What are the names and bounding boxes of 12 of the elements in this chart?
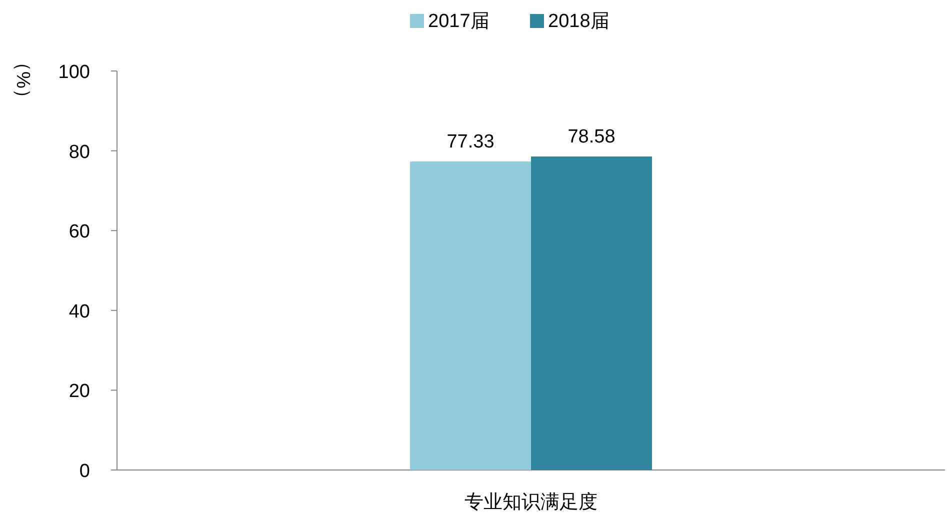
y-tick-label: 100 (58, 62, 90, 83)
y-tick-label: 80 (68, 142, 90, 163)
y-tick-label: 40 (68, 301, 90, 322)
x-tick-label: 专业知识满足度 (464, 491, 598, 513)
y-tick-label: 60 (68, 222, 90, 243)
legend-label: 2018届 (548, 11, 610, 32)
legend-label: 2017届 (428, 11, 490, 32)
data-label: 77.33 (446, 131, 494, 152)
y-tick-label: 20 (68, 381, 90, 402)
y-tick-label: 0 (79, 461, 90, 482)
data-label: 78.58 (568, 126, 616, 148)
y-axis-title: （%） (12, 52, 33, 108)
